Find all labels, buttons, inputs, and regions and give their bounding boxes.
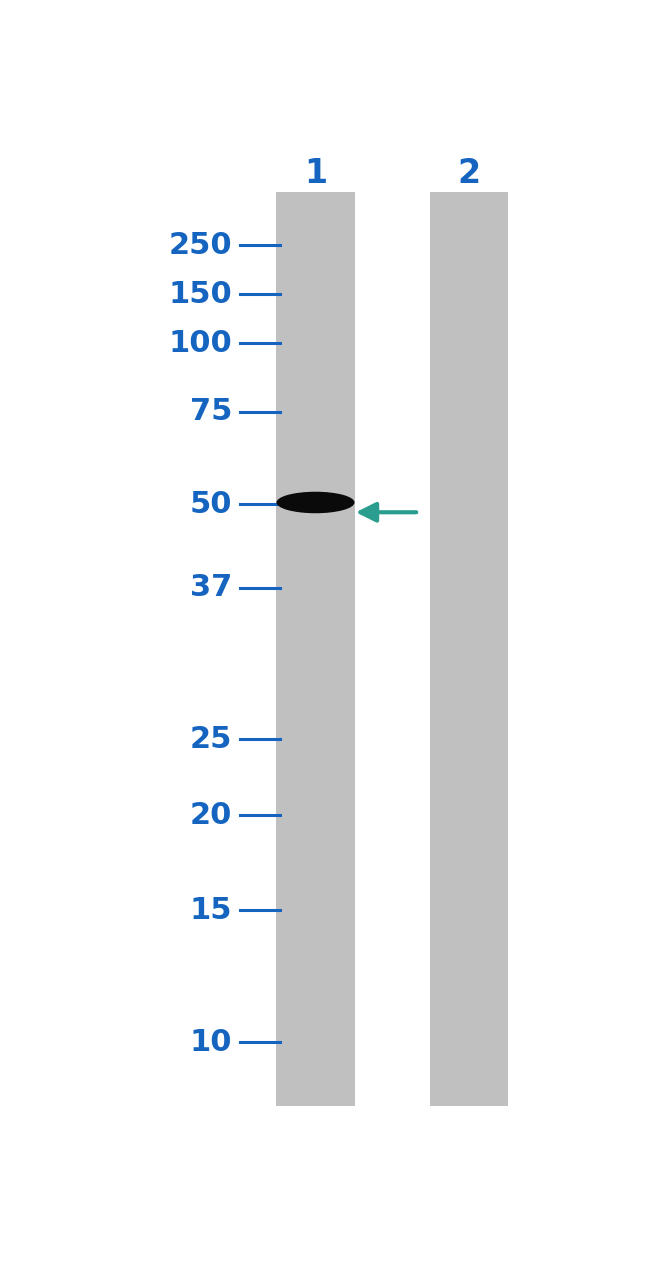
- Text: 37: 37: [190, 573, 233, 602]
- Text: 100: 100: [168, 329, 233, 358]
- Text: 50: 50: [190, 490, 233, 519]
- Text: 20: 20: [190, 801, 233, 829]
- Text: 15: 15: [190, 895, 233, 925]
- Text: 25: 25: [190, 725, 233, 753]
- Text: 1: 1: [304, 157, 327, 190]
- Text: 75: 75: [190, 398, 233, 425]
- Ellipse shape: [276, 491, 354, 513]
- Bar: [430, 192, 508, 1106]
- Text: 2: 2: [458, 157, 481, 190]
- Text: 150: 150: [168, 279, 233, 309]
- Text: 250: 250: [169, 231, 233, 260]
- Bar: [276, 192, 354, 1106]
- Text: 10: 10: [190, 1027, 233, 1057]
